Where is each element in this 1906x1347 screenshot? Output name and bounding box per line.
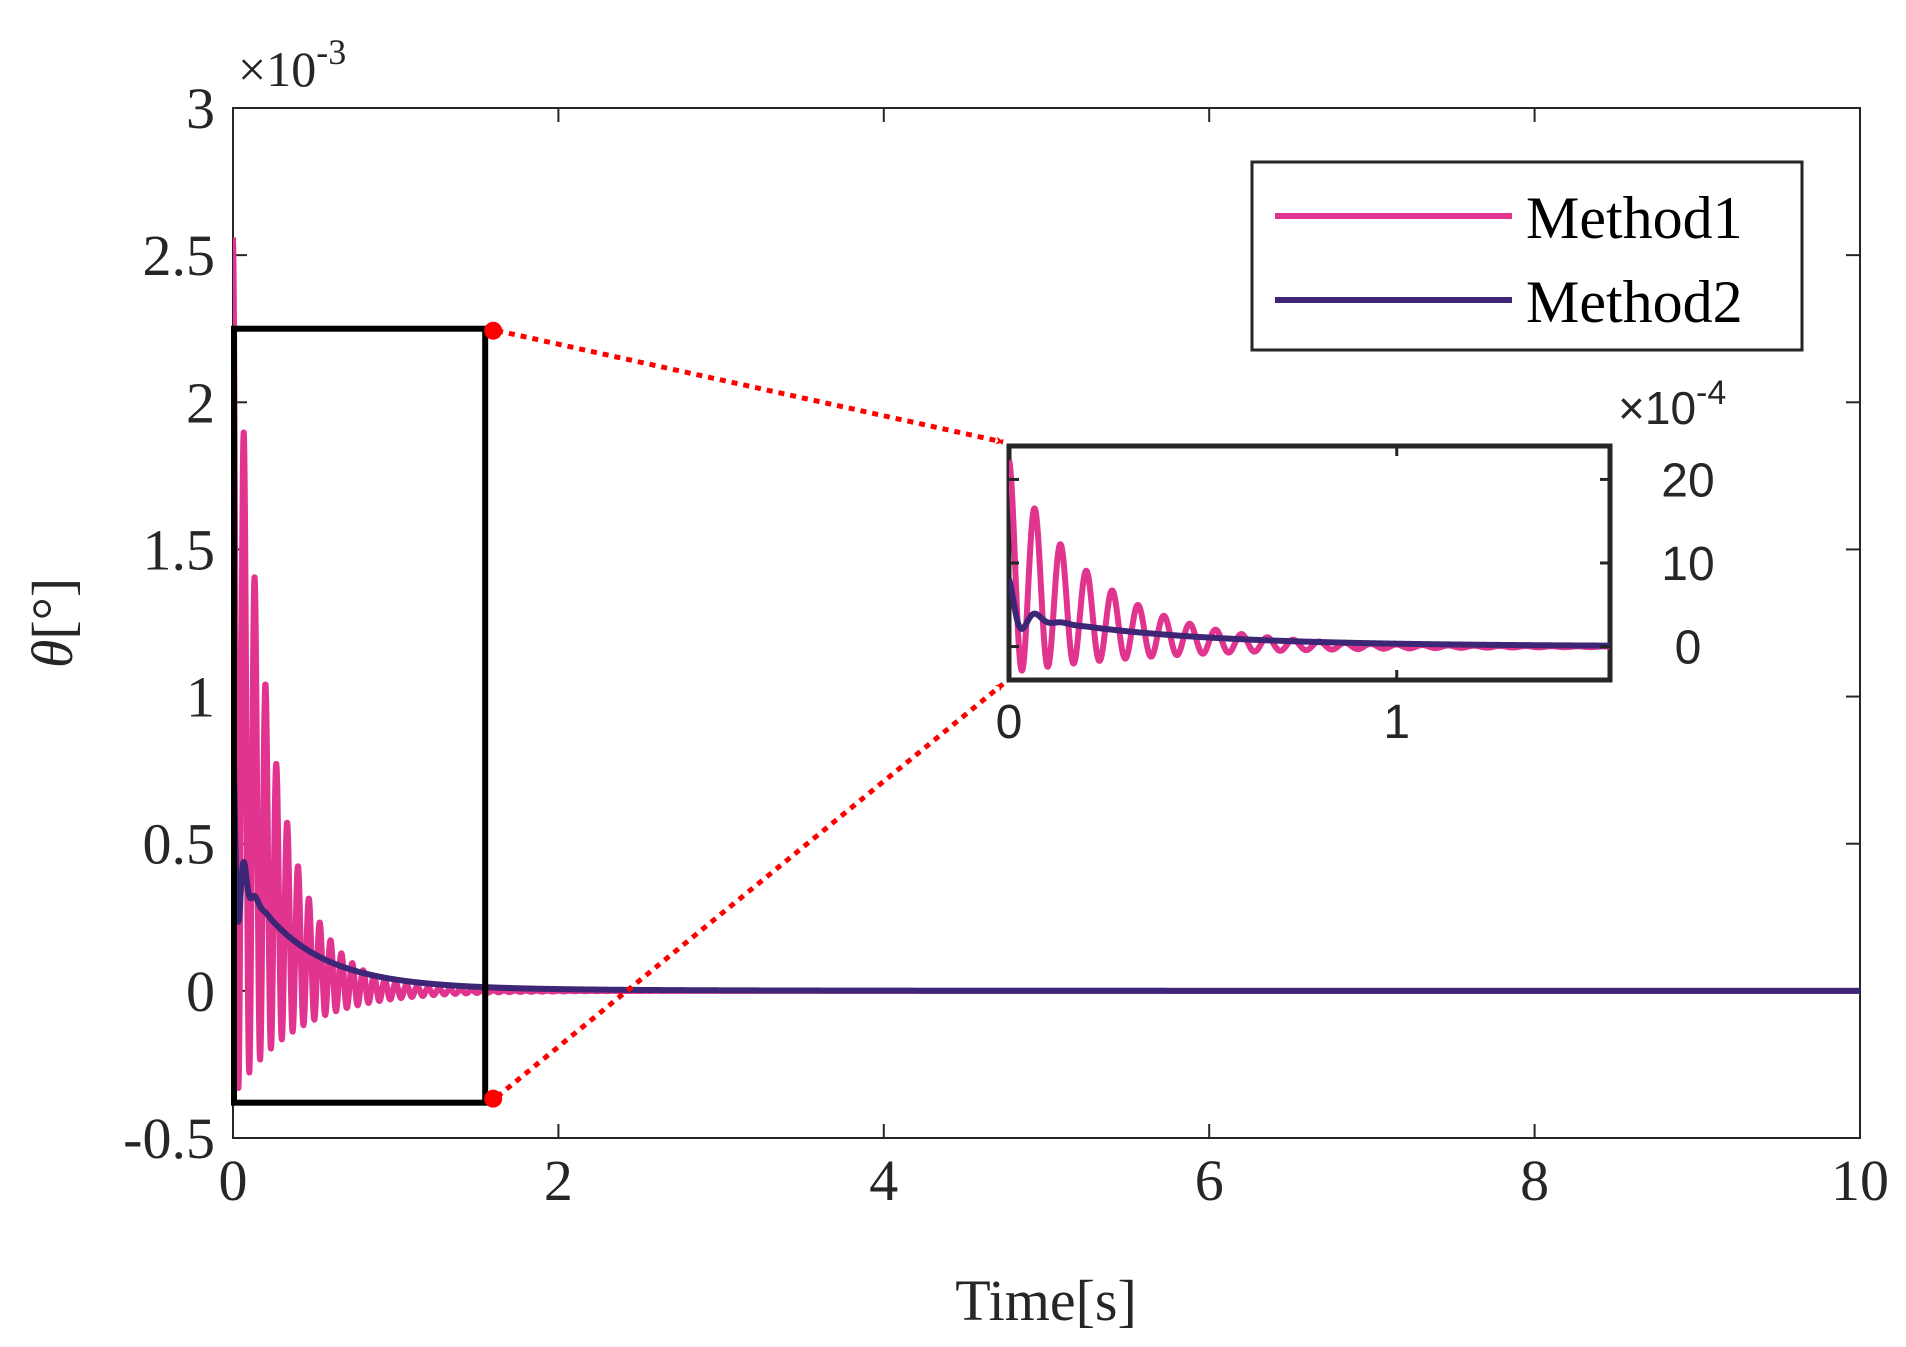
inset-x-tick-label: 1 [1383,696,1410,749]
main-y-tick-label: 0 [186,959,215,1024]
legend-label-method1: Method1 [1526,185,1743,251]
inset-y-axis: 0 10 20 [1009,454,1715,675]
main-y-multiplier-base: ×10 [238,41,316,97]
inset-series-line-method2 [1009,576,1610,649]
legend-box [1250,160,1804,352]
inset-y-tick-label: 10 [1661,538,1714,591]
zoom-region-box [231,325,489,1106]
main-y-tick-label: 3 [186,76,215,141]
main-x-tick-label: 10 [1831,1148,1889,1213]
main-y-tick-label: 2 [186,370,215,435]
inset-y-multiplier-exp: -4 [1696,374,1726,412]
inset-y-tick-label: 20 [1661,454,1714,507]
legend: Method1 Method2 [1250,160,1804,352]
zoom-connector-dot-bottom [484,1089,503,1108]
main-x-tick-label: 6 [1195,1148,1224,1213]
main-x-tick-label: 8 [1520,1148,1549,1213]
zoom-connector-bottom [495,682,1005,1099]
legend-label-method2: Method2 [1526,269,1743,335]
main-y-multiplier: ×10-3 [238,32,346,97]
y-axis-label-symbol: θ [20,640,85,669]
inset-y-multiplier-base: ×10 [1618,382,1696,434]
main-x-axis: 0 2 4 6 8 10 [219,108,1889,1213]
main-x-tick-label: 2 [544,1148,573,1213]
y-axis-label: θ[°] [20,578,85,668]
zoom-connectors [484,321,1005,1108]
series-line-method2 [233,727,1860,994]
main-y-multiplier-exp: -3 [316,32,346,72]
main-y-tick-label: 0.5 [143,812,216,877]
zoom-connector-dot-top [484,321,503,340]
inset-y-multiplier: ×10-4 [1618,374,1726,434]
main-x-tick-label: 4 [869,1148,898,1213]
main-y-tick-label: 1 [186,665,215,730]
main-y-tick-label: -0.5 [123,1106,215,1171]
main-y-tick-label: 2.5 [143,223,216,288]
main-x-tick-label: 0 [219,1148,248,1213]
main-y-axis: -0.5 0 0.5 1 1.5 2 2.5 3 [123,76,1860,1171]
main-y-tick-label: 1.5 [143,517,216,582]
x-axis-label: Time[s] [955,1268,1137,1333]
inset-x-tick-label: 0 [996,696,1023,749]
zoom-connector-top [496,328,1004,445]
y-axis-label-unit: [°] [20,578,85,640]
inset-y-tick-label: 0 [1675,622,1702,675]
